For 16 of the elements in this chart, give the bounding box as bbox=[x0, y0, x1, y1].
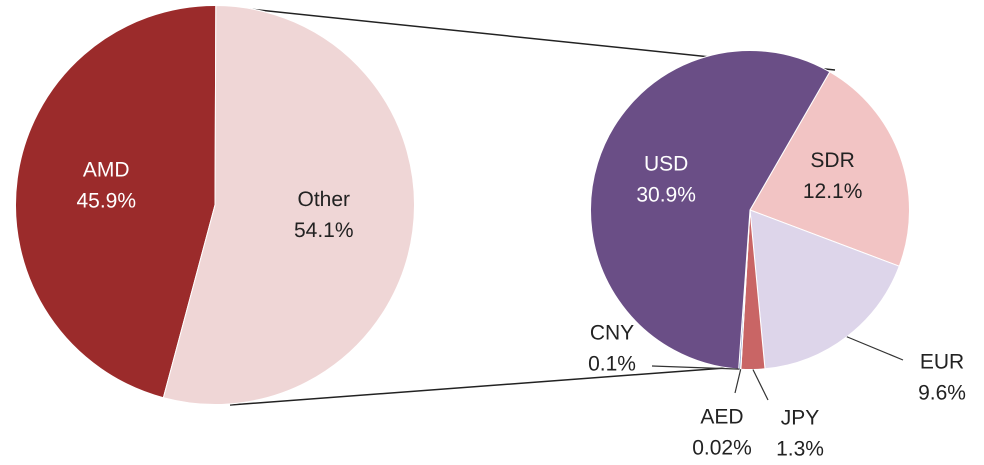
slice-label: SDR bbox=[810, 148, 855, 172]
slice-label: USD bbox=[644, 152, 688, 176]
data-label: 0.02% bbox=[692, 436, 752, 460]
slice-label: CNY bbox=[590, 321, 634, 344]
data-label: 9.6% bbox=[918, 381, 966, 404]
slice-label: JPY bbox=[780, 406, 820, 430]
data-label: 0.1% bbox=[588, 352, 636, 376]
slice-label: AED bbox=[700, 405, 744, 428]
slice-label: Other bbox=[297, 188, 350, 211]
data-label: 1.3% bbox=[776, 437, 824, 460]
slice-label: AMD bbox=[82, 158, 130, 182]
data-label: 45.9% bbox=[76, 190, 136, 213]
data-label: 54.1% bbox=[294, 218, 354, 242]
data-label: 12.1% bbox=[802, 180, 862, 203]
data-label: 30.9% bbox=[636, 184, 696, 207]
slice-label: EUR bbox=[920, 350, 964, 374]
